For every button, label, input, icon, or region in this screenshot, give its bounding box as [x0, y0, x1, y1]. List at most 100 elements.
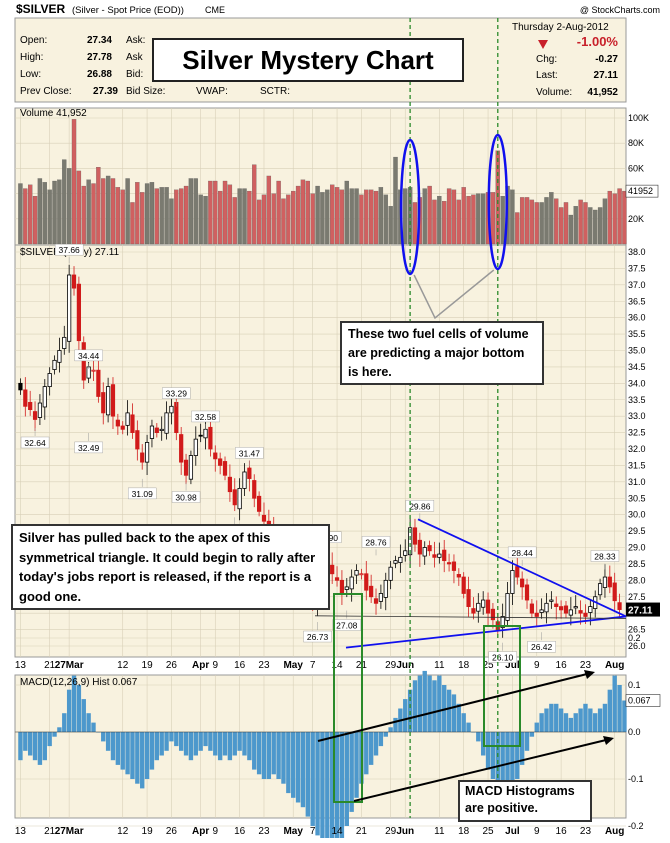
date-tick-label: 21	[44, 660, 56, 671]
price-label-box	[405, 500, 435, 512]
volume-bar	[76, 170, 82, 245]
date-tick-label: 13	[15, 826, 27, 837]
macd-bar	[349, 732, 354, 812]
volume-bar	[208, 180, 213, 245]
date-tick-label: 9	[534, 826, 540, 837]
volume-bar	[471, 194, 476, 245]
macd-bar	[320, 732, 325, 843]
low-label: Low:	[20, 69, 41, 80]
candle-body	[91, 369, 96, 372]
macd-bar	[373, 732, 379, 756]
volume-bar	[71, 119, 77, 245]
volume-bar	[232, 197, 237, 245]
candle-body	[573, 606, 578, 609]
date-tick-label: 12	[117, 660, 129, 671]
date-tick-label: Aug	[605, 660, 624, 671]
ask2-label: Ask	[126, 52, 144, 63]
price-tick-label: 28.0	[628, 575, 646, 585]
candle-body	[261, 514, 267, 522]
candle-body	[334, 577, 340, 581]
candle-body	[47, 373, 52, 388]
candle-body	[159, 428, 164, 432]
macd-tick-label: 0.0	[628, 727, 641, 737]
date-tick-label: 21	[44, 826, 56, 837]
macd-bar	[169, 732, 174, 742]
volume-bar	[393, 156, 398, 245]
candle-body	[539, 609, 544, 613]
macd-bar	[612, 675, 617, 732]
macd-bar	[37, 732, 43, 765]
volume-bar	[563, 202, 569, 245]
macd-bar	[568, 717, 574, 732]
last-value: 27.11	[594, 70, 619, 81]
volume-bar	[237, 188, 242, 245]
candle-body	[529, 603, 534, 614]
price-label-box	[20, 436, 50, 449]
volume-bar	[32, 195, 38, 245]
volume-bar	[179, 188, 184, 245]
volume-bar	[573, 206, 578, 245]
volume-bar	[597, 207, 603, 245]
macd-bar	[368, 732, 374, 765]
date-tick-label: Apr	[192, 660, 209, 671]
price-tick-label: 28.5	[628, 559, 646, 569]
candle-body	[422, 547, 427, 557]
candle-body	[349, 576, 354, 590]
last-label: Last:	[536, 70, 558, 81]
macd-bar	[27, 732, 33, 756]
macd-bar	[549, 703, 554, 732]
candle-body	[144, 442, 150, 463]
candle-body	[120, 425, 125, 430]
header-text: $SILVER (Silver - Spot Price (EOD)) CME @ S…	[16, 2, 660, 98]
macd-bar	[47, 732, 52, 747]
volume-bar	[437, 195, 442, 245]
candle-body	[339, 579, 345, 594]
volume-bar	[354, 188, 359, 245]
volume-bar	[456, 199, 461, 245]
volume-bar	[47, 189, 52, 245]
macd-bar	[71, 675, 77, 732]
volume-bar	[451, 189, 457, 245]
macd-bar	[295, 732, 301, 803]
macd-bar	[32, 732, 38, 761]
volume-bar	[154, 188, 159, 245]
macd-bar	[276, 732, 281, 779]
volume-bar	[81, 185, 86, 245]
macd-bar	[602, 703, 608, 732]
date-tick-label: 19	[142, 660, 154, 671]
volume-label: Volume:	[536, 87, 572, 98]
macd-bar	[476, 732, 481, 742]
symbol: $SILVER	[16, 2, 65, 16]
candle-body	[588, 606, 593, 613]
volume-bar	[52, 180, 57, 245]
candle-body	[378, 593, 383, 602]
volume-bar	[183, 185, 189, 245]
date-tick-label: 19	[142, 826, 154, 837]
date-tick-label: 7	[310, 826, 316, 837]
volume-bar	[149, 182, 155, 245]
macd-current-tag	[625, 694, 661, 707]
price-tick-label: 36.0	[628, 313, 646, 323]
date-tick-label: 23	[580, 826, 592, 837]
price-label-box	[235, 447, 264, 459]
date-tick-label: 25	[482, 660, 494, 671]
volume-bar	[612, 193, 617, 245]
volume-bar	[91, 183, 96, 245]
volume-bar	[524, 197, 530, 245]
volume-bar	[481, 193, 486, 245]
volume-bar	[164, 187, 169, 245]
price-tick-label: 29.0	[628, 543, 646, 553]
volume-bar	[266, 175, 272, 245]
price-tick-label: 30.5	[628, 493, 646, 503]
candle-body	[154, 427, 159, 433]
triangle-upper-line	[417, 518, 627, 618]
macd-bar	[383, 732, 388, 737]
volume-bar	[125, 178, 130, 245]
volume-bar	[373, 190, 379, 245]
volume-bar	[510, 189, 515, 245]
volume-bar	[159, 187, 164, 245]
macd-bar	[588, 708, 593, 732]
volume-bar	[519, 197, 525, 245]
volume-bar	[23, 188, 28, 245]
date-tick-label: 25	[482, 826, 494, 837]
